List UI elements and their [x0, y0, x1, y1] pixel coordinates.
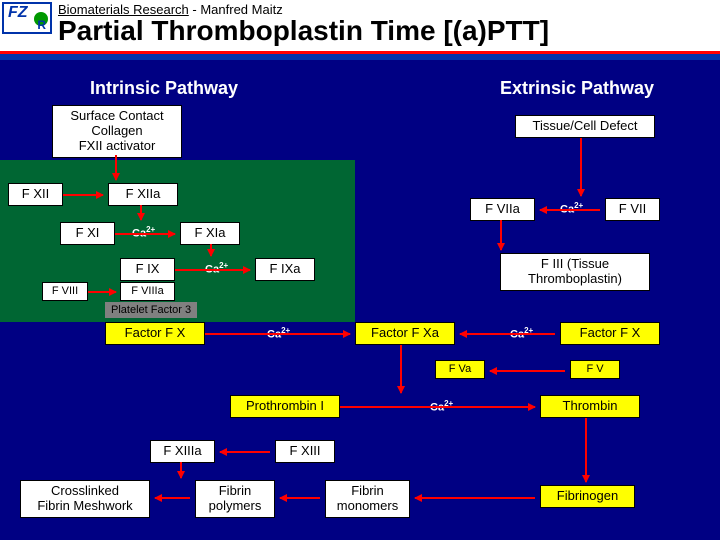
platelet-factor-3: Platelet Factor 3	[105, 302, 197, 318]
f7-node: F VII	[605, 198, 660, 221]
arrow	[280, 497, 320, 499]
f13a-node: F XIIIa	[150, 440, 215, 463]
page-title: Partial Thromboplastin Time [(a)PTT]	[58, 17, 712, 45]
blue-divider	[0, 54, 720, 60]
arrow	[115, 233, 175, 235]
fibrinogen-node: Fibrinogen	[540, 485, 635, 508]
f9a-node: F IXa	[255, 258, 315, 281]
f7a-node: F VIIa	[470, 198, 535, 221]
arrow	[400, 345, 402, 393]
arrow	[540, 209, 600, 211]
arrow	[220, 451, 270, 453]
f5a-node: F Va	[435, 360, 485, 379]
arrow	[205, 333, 350, 335]
arrow	[415, 497, 535, 499]
fzr-logo	[2, 2, 52, 34]
arrow	[580, 138, 582, 196]
f8-node: F VIII	[42, 282, 88, 301]
fibrin-polymers-node: Fibrin polymers	[195, 480, 275, 518]
f9-node: F IX	[120, 258, 175, 281]
arrow	[340, 406, 535, 408]
f11a-node: F XIa	[180, 222, 240, 245]
arrow	[115, 155, 117, 180]
f5-node: F V	[570, 360, 620, 379]
f8a-node: F VIIIa	[120, 282, 175, 301]
f13-node: F XIII	[275, 440, 335, 463]
arrow	[490, 370, 565, 372]
arrow	[155, 497, 190, 499]
surface-contact-node: Surface Contact Collagen FXII activator	[52, 105, 182, 158]
crosslinked-node: Crosslinked Fibrin Meshwork	[20, 480, 150, 518]
arrow	[460, 333, 555, 335]
factor-x-right: Factor F X	[560, 322, 660, 345]
header: Biomaterials Research - Manfred Maitz Pa…	[0, 0, 720, 51]
arrow	[88, 291, 116, 293]
arrow	[140, 205, 142, 220]
f12a-node: F XIIa	[108, 183, 178, 206]
thrombin-node: Thrombin	[540, 395, 640, 418]
prothrombin-node: Prothrombin I	[230, 395, 340, 418]
arrow	[500, 220, 502, 250]
arrow	[585, 418, 587, 482]
f3-node: F III (Tissue Thromboplastin)	[500, 253, 650, 291]
fibrin-monomers-node: Fibrin monomers	[325, 480, 410, 518]
extrinsic-label: Extrinsic Pathway	[500, 78, 654, 99]
factor-xa: Factor F Xa	[355, 322, 455, 345]
tissue-defect-node: Tissue/Cell Defect	[515, 115, 655, 138]
intrinsic-label: Intrinsic Pathway	[90, 78, 238, 99]
f11-node: F XI	[60, 222, 115, 245]
arrow	[63, 194, 103, 196]
factor-x-left: Factor F X	[105, 322, 205, 345]
arrow	[180, 462, 182, 478]
arrow	[175, 269, 250, 271]
f12-node: F XII	[8, 183, 63, 206]
arrow	[210, 244, 212, 256]
